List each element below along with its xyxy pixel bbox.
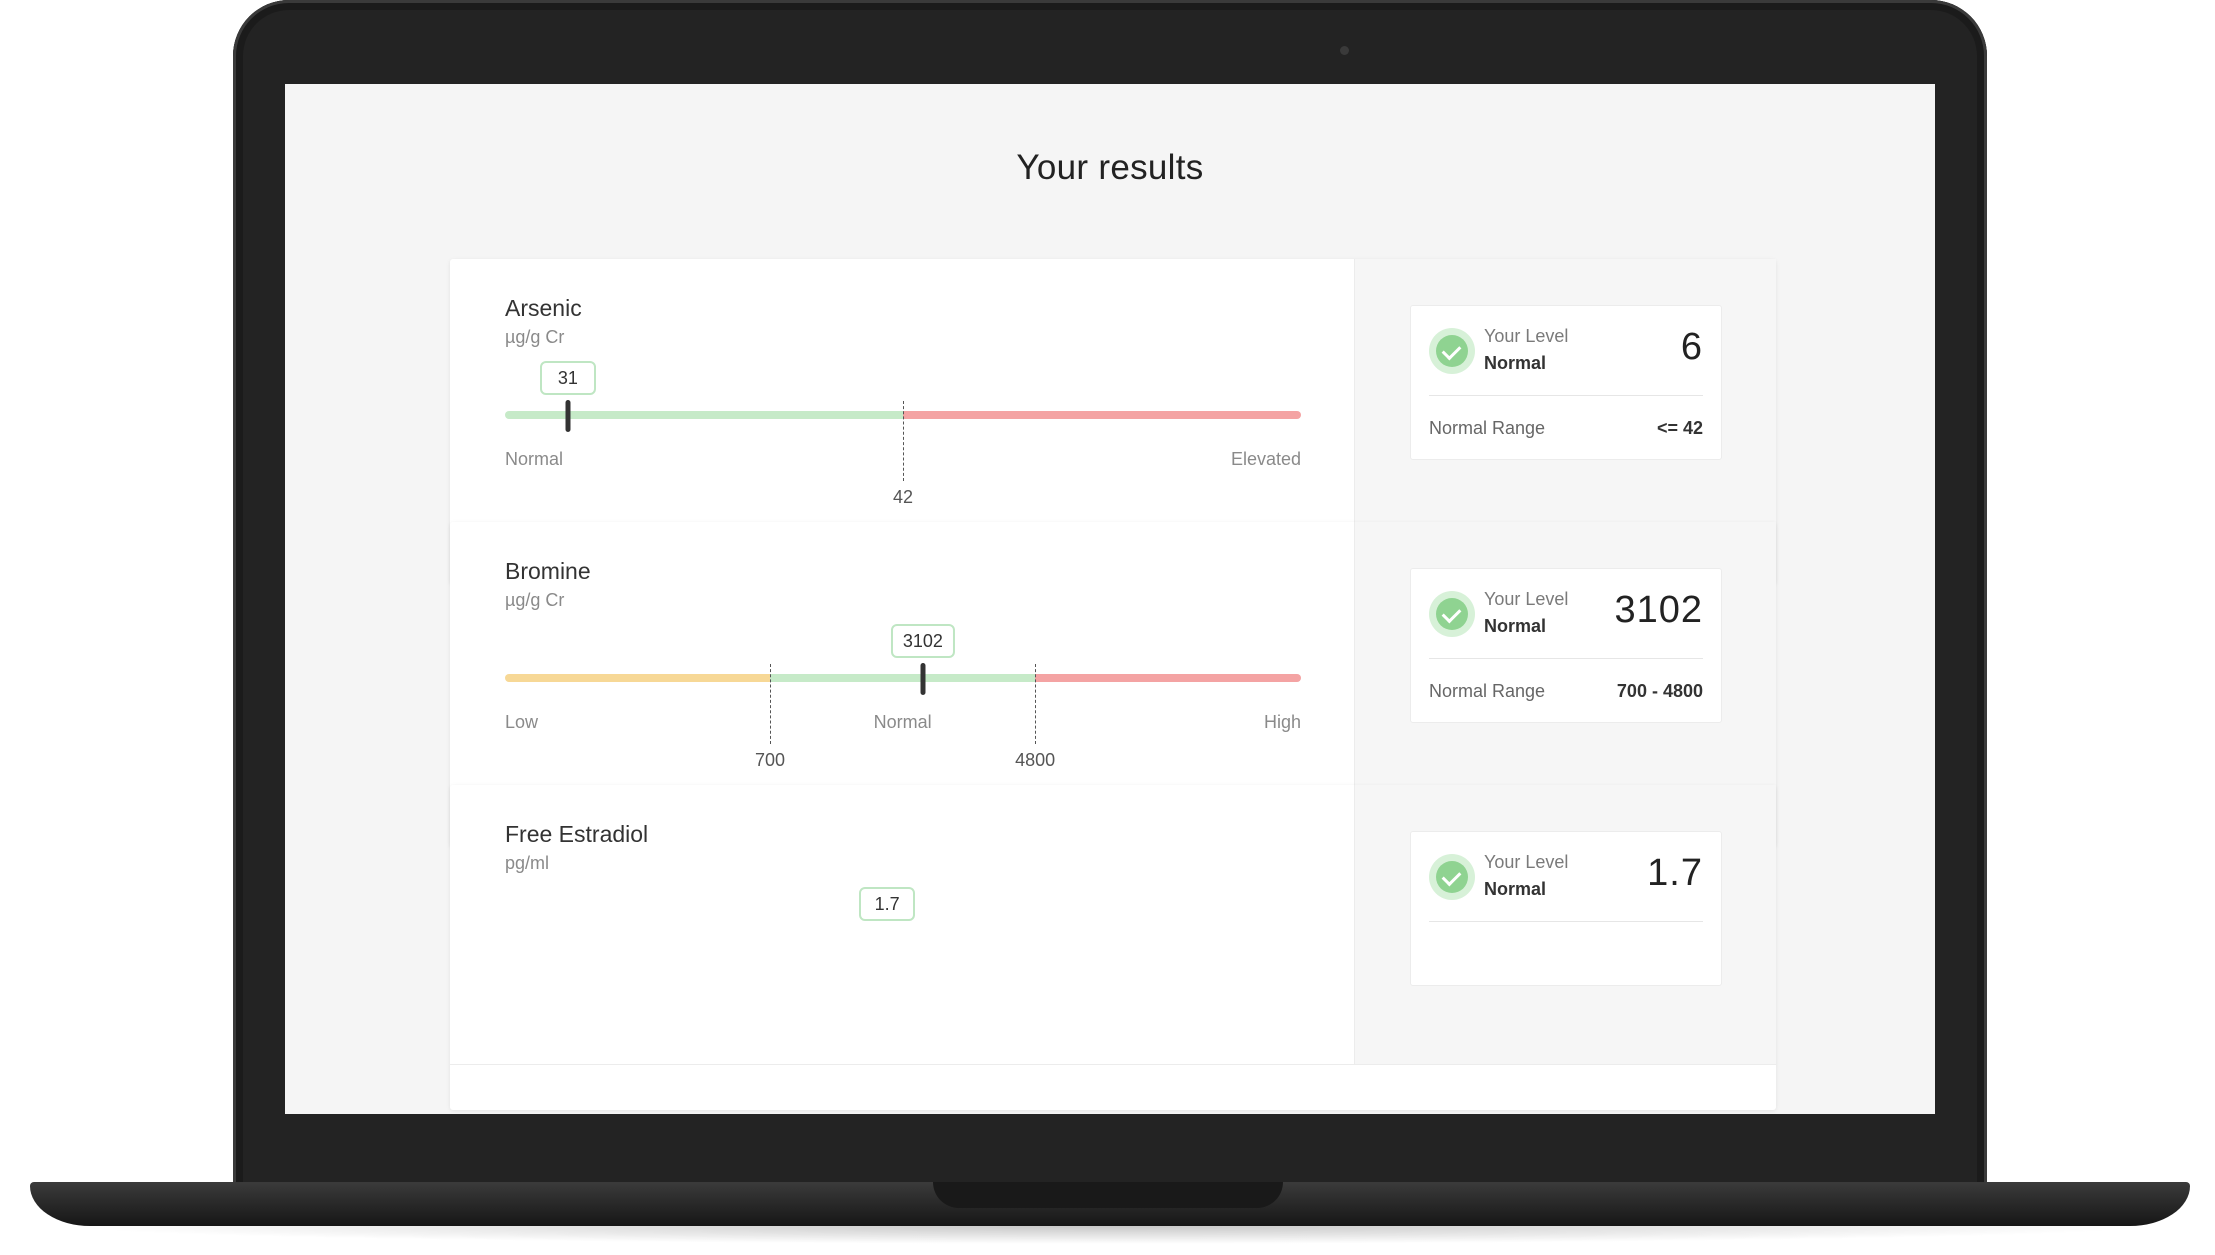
threshold-line (903, 401, 904, 481)
check-circle-icon (1429, 854, 1475, 900)
level-value: 3102 (1614, 589, 1703, 631)
screen: Your results Arsenic µg/g Cr 31 42 Normal Ele… (285, 84, 1935, 1114)
normal-range-label: Normal Range (1429, 418, 1546, 438)
range-bar (505, 674, 1301, 682)
level-value: 1.7 (1647, 852, 1703, 894)
result-card: Free Estradiol pg/ml 1.7 Your Level Normal 1.… (450, 785, 1776, 1110)
marker-name: Free Estradiol (505, 821, 649, 847)
range-bar (505, 411, 1301, 419)
level-box: Your Level Normal 3102 Normal Range 700 - 48… (1410, 568, 1722, 723)
range-segment-green (770, 674, 1036, 682)
result-chart-panel: Bromine µg/g Cr 3102 700 4800 Low Normal High (450, 522, 1354, 801)
range-segment-red (903, 411, 1301, 419)
threshold-label: 700 (755, 750, 786, 770)
laptop-notch (933, 1182, 1283, 1208)
marker-name: Bromine (505, 558, 591, 584)
result-chart-panel: Free Estradiol pg/ml 1.7 (450, 785, 1354, 1064)
level-panel: Your Level Normal 3102 Normal Range 700 - 48… (1354, 522, 1776, 801)
normal-range-label: Normal Range (1429, 681, 1546, 701)
zone-label: Elevated (1230, 449, 1301, 469)
level-panel: Your Level Normal 1.7 (1354, 785, 1776, 1064)
normal-range-value: <= 42 (1656, 418, 1703, 438)
level-divider (1429, 921, 1703, 922)
level-marker (565, 400, 571, 432)
range-segment-red (1035, 674, 1301, 682)
zone-label: High (1263, 712, 1301, 732)
your-level-label: Your Level (1484, 852, 1569, 872)
marker-unit: pg/ml (505, 853, 550, 873)
level-divider (1429, 395, 1703, 396)
level-box: Your Level Normal 1.7 (1410, 831, 1722, 986)
value-tag: 1.7 (859, 887, 916, 921)
level-panel: Your Level Normal 6 Normal Range <= 42 (1354, 259, 1776, 538)
laptop-shadow (60, 1226, 2160, 1244)
value-tag: 3102 (890, 624, 955, 658)
level-box: Your Level Normal 6 Normal Range <= 42 (1410, 305, 1722, 460)
level-status: Normal (1484, 353, 1547, 373)
marker-unit: µg/g Cr (505, 590, 565, 610)
value-tag: 31 (539, 361, 596, 395)
threshold-line (1035, 664, 1037, 744)
your-level-label: Your Level (1484, 326, 1569, 346)
normal-range-value: 700 - 4800 (1616, 681, 1703, 701)
threshold-label: 4800 (1015, 750, 1056, 770)
level-marker (920, 663, 926, 695)
check-circle-icon (1429, 328, 1475, 374)
card-footer (450, 1064, 1776, 1110)
range-bar (505, 937, 1301, 945)
level-status: Normal (1484, 879, 1547, 899)
check-circle-icon (1429, 591, 1475, 637)
camera-icon (1340, 46, 1349, 55)
zone-label: Low (505, 712, 539, 732)
level-value: 6 (1680, 326, 1703, 368)
zone-label: Normal (873, 712, 932, 732)
threshold-label: 42 (892, 487, 914, 507)
level-divider (1429, 658, 1703, 659)
page-title: Your results (1016, 148, 1204, 187)
zone-label: Normal (505, 449, 564, 469)
range-segment-yellow (505, 674, 771, 682)
range-segment-green (505, 411, 903, 419)
result-chart-panel: Arsenic µg/g Cr 31 42 Normal Elevated (450, 259, 1354, 538)
threshold-line (770, 664, 772, 744)
marker-name: Arsenic (505, 295, 582, 321)
your-level-label: Your Level (1484, 589, 1569, 609)
level-status: Normal (1484, 616, 1547, 636)
marker-unit: µg/g Cr (505, 327, 565, 347)
